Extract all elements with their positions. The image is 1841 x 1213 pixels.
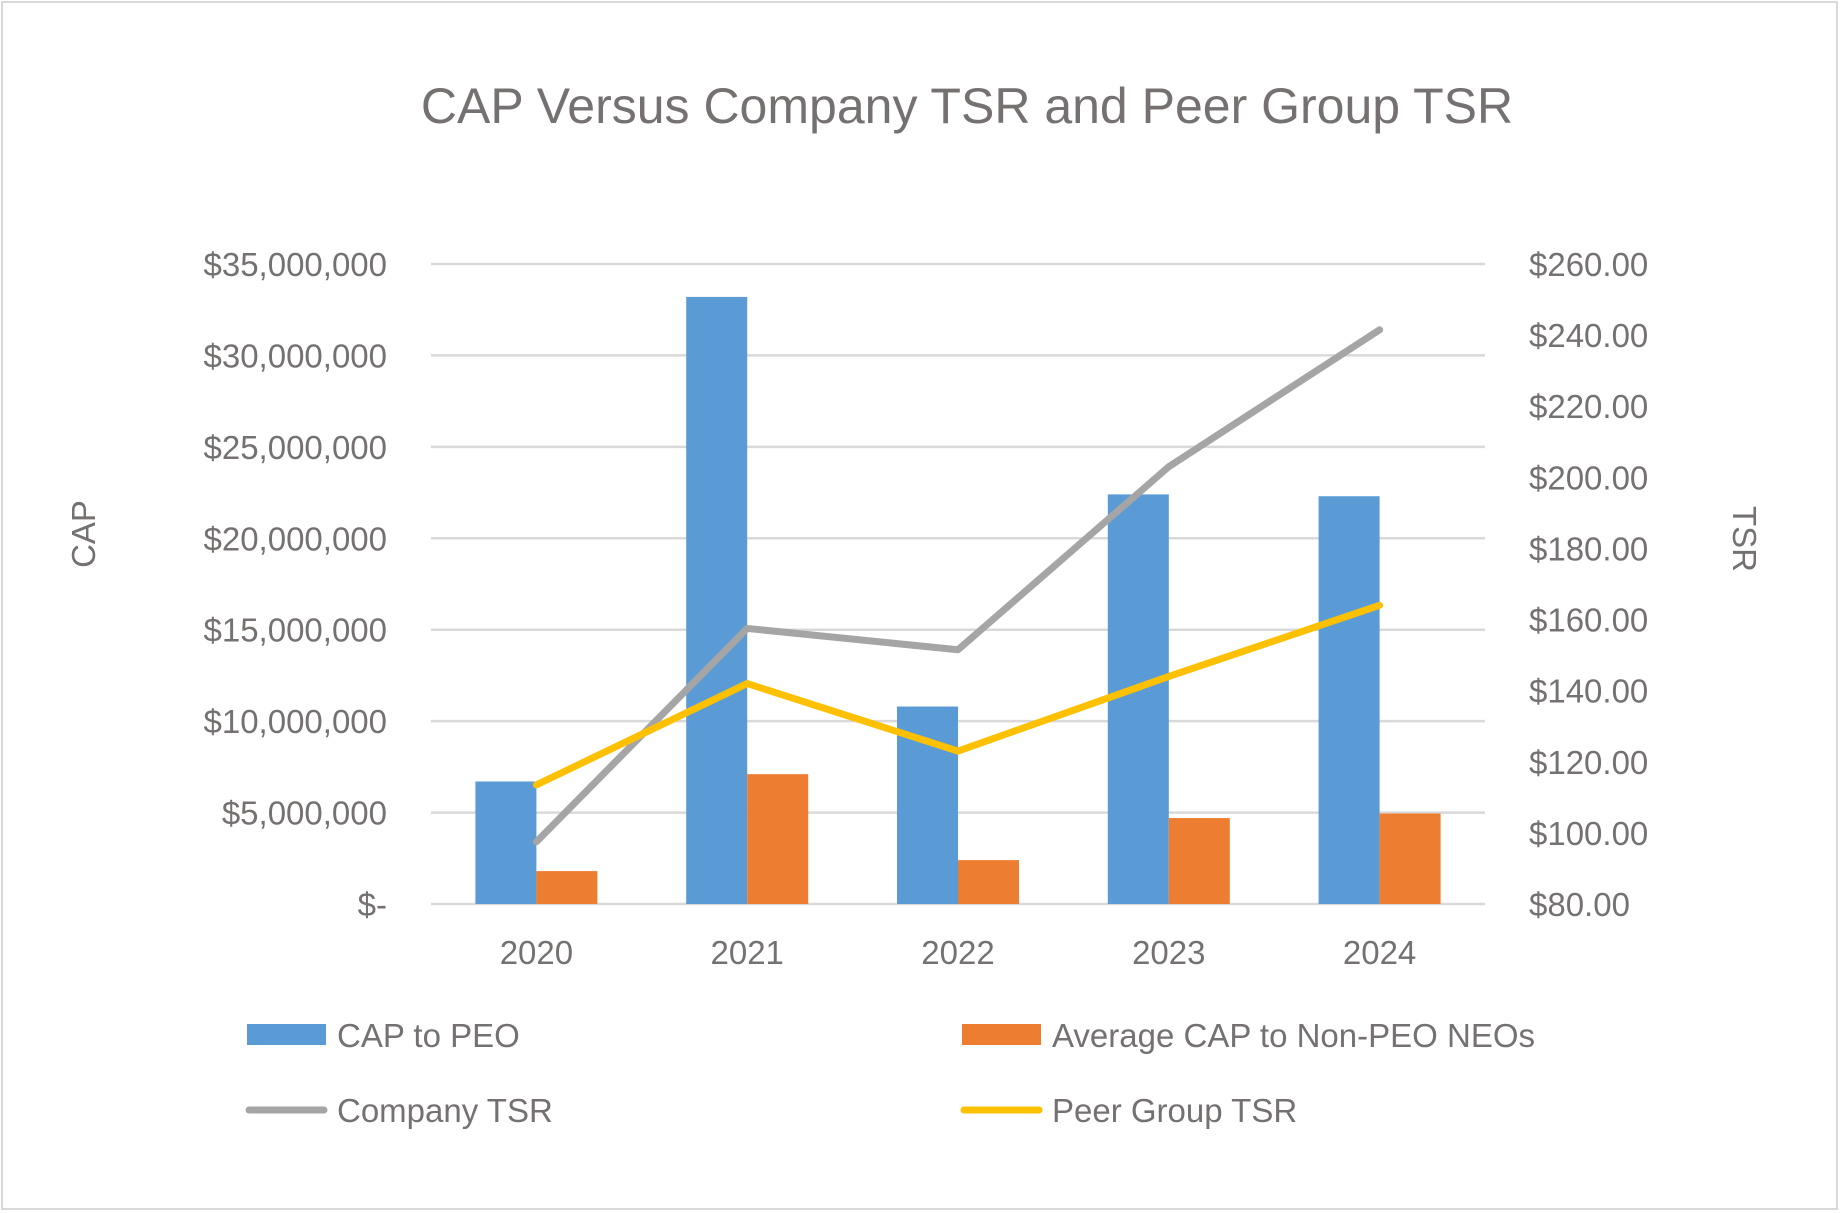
y-right-tick-label: $200.00	[1529, 459, 1648, 496]
x-tick-label: 2021	[710, 934, 783, 971]
y-right-tick-label: $260.00	[1529, 246, 1648, 283]
y-left-tick-label: $-	[358, 886, 387, 923]
bar-avg-cap-non-peo	[747, 774, 809, 904]
y-left-tick-label: $5,000,000	[222, 795, 387, 832]
chart-svg: CAP Versus Company TSR and Peer Group TS…	[65, 78, 1763, 1129]
legend: CAP to PEO Average CAP to Non-PEO NEOs Com…	[245, 1017, 1535, 1129]
y-axis-left-title: CAP	[65, 500, 102, 568]
x-tick-label: 2024	[1343, 934, 1416, 971]
legend-item: Company TSR	[245, 1092, 553, 1129]
legend-item: Average CAP to Non-PEO NEOs	[962, 1017, 1535, 1054]
bar-avg-cap-non-peo	[1379, 813, 1441, 904]
legend-label: CAP to PEO	[337, 1017, 520, 1054]
bar-cap-to-peo	[1107, 494, 1169, 904]
line-series	[532, 326, 1384, 846]
y-right-tick-label: $140.00	[1529, 673, 1648, 710]
legend-label: Peer Group TSR	[1052, 1092, 1297, 1129]
y-left-tick-label: $25,000,000	[203, 429, 387, 466]
bar-avg-cap-non-peo	[1168, 818, 1230, 904]
y-left-tick-label: $20,000,000	[203, 520, 387, 557]
bar-avg-cap-non-peo	[958, 860, 1019, 904]
legend-swatch	[962, 1024, 1041, 1045]
y-right-tick-label: $100.00	[1529, 815, 1648, 852]
axes: $- $5,000,000 $10,000,000 $15,000,000 $20,00…	[203, 246, 1648, 971]
bar-cap-to-peo	[1318, 496, 1380, 904]
bar-cap-to-peo	[686, 296, 748, 904]
x-tick-label: 2020	[500, 934, 573, 971]
legend-item: Peer Group TSR	[960, 1092, 1297, 1129]
y-right-tick-label: $220.00	[1529, 388, 1648, 425]
legend-swatch	[247, 1024, 326, 1045]
legend-label: Company TSR	[337, 1092, 553, 1129]
bar-cap-to-peo	[475, 781, 537, 904]
x-tick-label: 2023	[1132, 934, 1205, 971]
y-axis-right-title: TSR	[1726, 506, 1763, 572]
line-peer-group-tsr	[532, 601, 1384, 789]
legend-item: CAP to PEO	[247, 1017, 520, 1054]
y-left-tick-label: $30,000,000	[203, 337, 387, 374]
y-left-tick-label: $10,000,000	[203, 703, 387, 740]
y-left-tick-label: $35,000,000	[203, 246, 387, 283]
bar-series	[475, 296, 1441, 904]
x-tick-label: 2022	[921, 934, 994, 971]
bar-avg-cap-non-peo	[536, 871, 598, 904]
y-right-tick-label: $80.00	[1529, 886, 1630, 923]
line-company-tsr	[532, 326, 1384, 846]
chart-title: CAP Versus Company TSR and Peer Group TS…	[421, 78, 1513, 134]
y-right-tick-label: $240.00	[1529, 317, 1648, 354]
y-right-tick-label: $160.00	[1529, 602, 1648, 639]
y-right-tick-label: $120.00	[1529, 744, 1648, 781]
y-right-tick-label: $180.00	[1529, 530, 1648, 567]
y-left-tick-label: $15,000,000	[203, 612, 387, 649]
legend-label: Average CAP to Non-PEO NEOs	[1052, 1017, 1535, 1054]
